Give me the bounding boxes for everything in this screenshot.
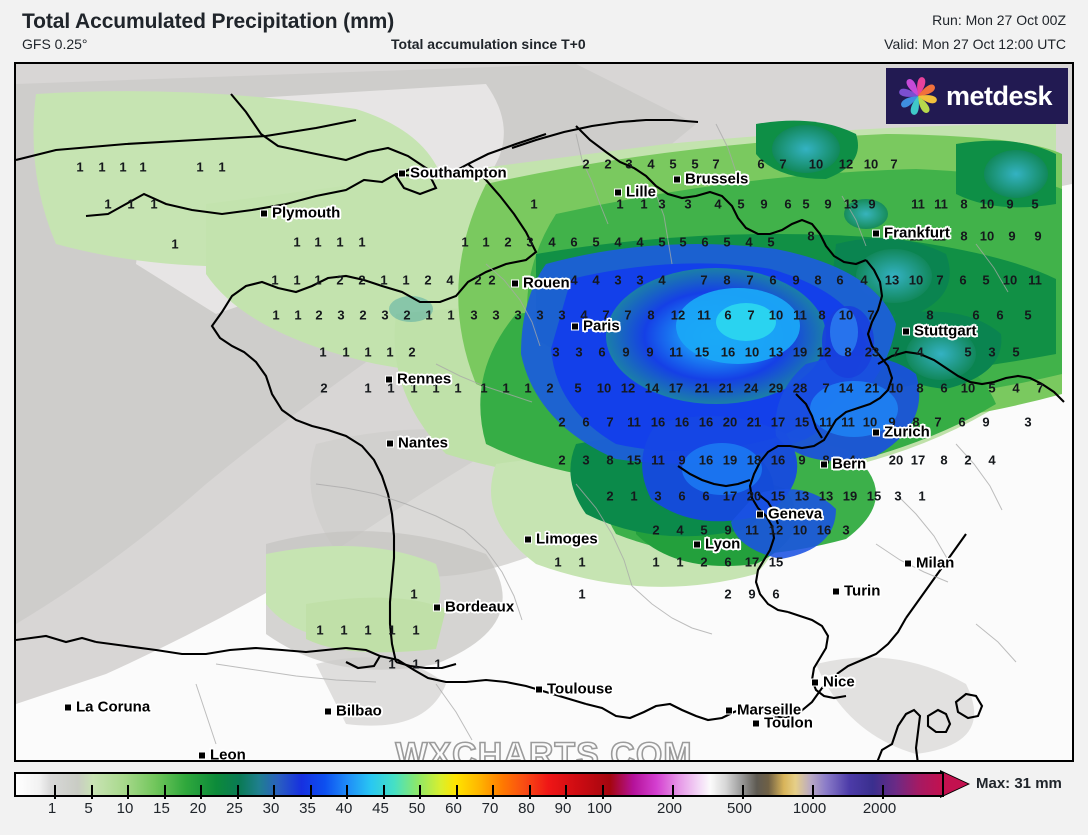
- colorbar-tick: [419, 785, 421, 799]
- metdesk-logo[interactable]: metdesk: [886, 68, 1068, 124]
- colorbar-tick-label: 500: [726, 800, 753, 817]
- colorbar-tick-label: 90: [554, 800, 572, 817]
- metdesk-wordmark: metdesk: [946, 80, 1053, 111]
- colorbar-tick-label: 10: [116, 800, 134, 817]
- wxcharts-watermark: WXCHARTS.COM: [395, 735, 693, 762]
- colorbar-tick-label: 25: [226, 800, 243, 817]
- max-value-label: Max: 31 mm: [976, 775, 1062, 792]
- islands: [876, 692, 984, 760]
- chart-header: Total Accumulated Precipitation (mm) GFS…: [0, 0, 1088, 60]
- colorbar-tick-label: 20: [189, 800, 207, 817]
- colorbar-tick: [741, 785, 744, 799]
- colorbar-tick-label: 70: [481, 800, 499, 817]
- colorbar-tick-label: 2000: [862, 800, 897, 817]
- colorbar-tick-label: 1: [47, 800, 57, 817]
- run-timestamp: Run: Mon 27 Oct 00Z: [932, 12, 1066, 28]
- colorbar-tick-label: 50: [408, 800, 426, 817]
- colorbar-tick: [671, 785, 674, 799]
- chart-subtitle: Total accumulation since T+0: [391, 36, 586, 52]
- precip-band-teal: [389, 125, 1048, 380]
- colorbar-track: [14, 772, 946, 799]
- colorbar-tick: [565, 785, 567, 799]
- model-label: GFS 0.25°: [22, 36, 88, 52]
- colorbar-tick-labels: 1 5 10 15 20 25 30 35 40 45 50 60 70 80 90 100 200 500 100…: [14, 800, 944, 824]
- colorbar-tick: [309, 785, 312, 799]
- colorbar-tick: [492, 785, 494, 799]
- colorbar-tick: [127, 785, 129, 799]
- colorbar-tick: [455, 785, 458, 799]
- map-canvas: [16, 64, 1072, 760]
- colorbar-tick-label: 100: [586, 800, 613, 817]
- colorbar-arrow: [942, 772, 968, 796]
- colorbar-tick: [811, 785, 814, 799]
- colorbar-tick-label: 15: [153, 800, 170, 817]
- colorbar-tick: [601, 785, 604, 799]
- colorbar: Max: 31 mm 1 5 10 15 20 25 30 35 40 45 50 60 70 80 90 1…: [14, 770, 1074, 830]
- page-title: Total Accumulated Precipitation (mm): [22, 10, 395, 33]
- colorbar-tick-label: 1000: [792, 800, 827, 817]
- colorbar-tick: [90, 785, 93, 799]
- colorbar-tick-label: 45: [372, 800, 389, 817]
- colorbar-tick: [528, 785, 531, 799]
- colorbar-tick-label: 80: [518, 800, 535, 817]
- colorbar-tick: [346, 785, 348, 799]
- valid-timestamp: Valid: Mon 27 Oct 12:00 UTC: [884, 36, 1066, 52]
- colorbar-tick: [163, 785, 166, 799]
- colorbar-tick: [881, 785, 884, 799]
- colorbar-tick-label: 200: [656, 800, 683, 817]
- coastlines: [16, 93, 1065, 722]
- colorbar-tick-label: 60: [445, 800, 462, 817]
- colorbar-gradient: [16, 774, 942, 795]
- colorbar-tick-label: 35: [299, 800, 316, 817]
- colorbar-ticks: [16, 774, 946, 799]
- colorbar-tick-label: 30: [262, 800, 280, 817]
- colorbar-tick-label: 40: [335, 800, 353, 817]
- colorbar-tick: [200, 785, 202, 799]
- internal-borders: [195, 123, 1017, 745]
- colorbar-tick: [54, 785, 56, 799]
- colorbar-tick: [273, 785, 275, 799]
- pinwheel-icon: [899, 77, 937, 115]
- precip-band-blue-core: [521, 244, 920, 559]
- colorbar-tick: [236, 785, 239, 799]
- colorbar-tick-label: 5: [84, 800, 93, 817]
- colorbar-tick: [382, 785, 385, 799]
